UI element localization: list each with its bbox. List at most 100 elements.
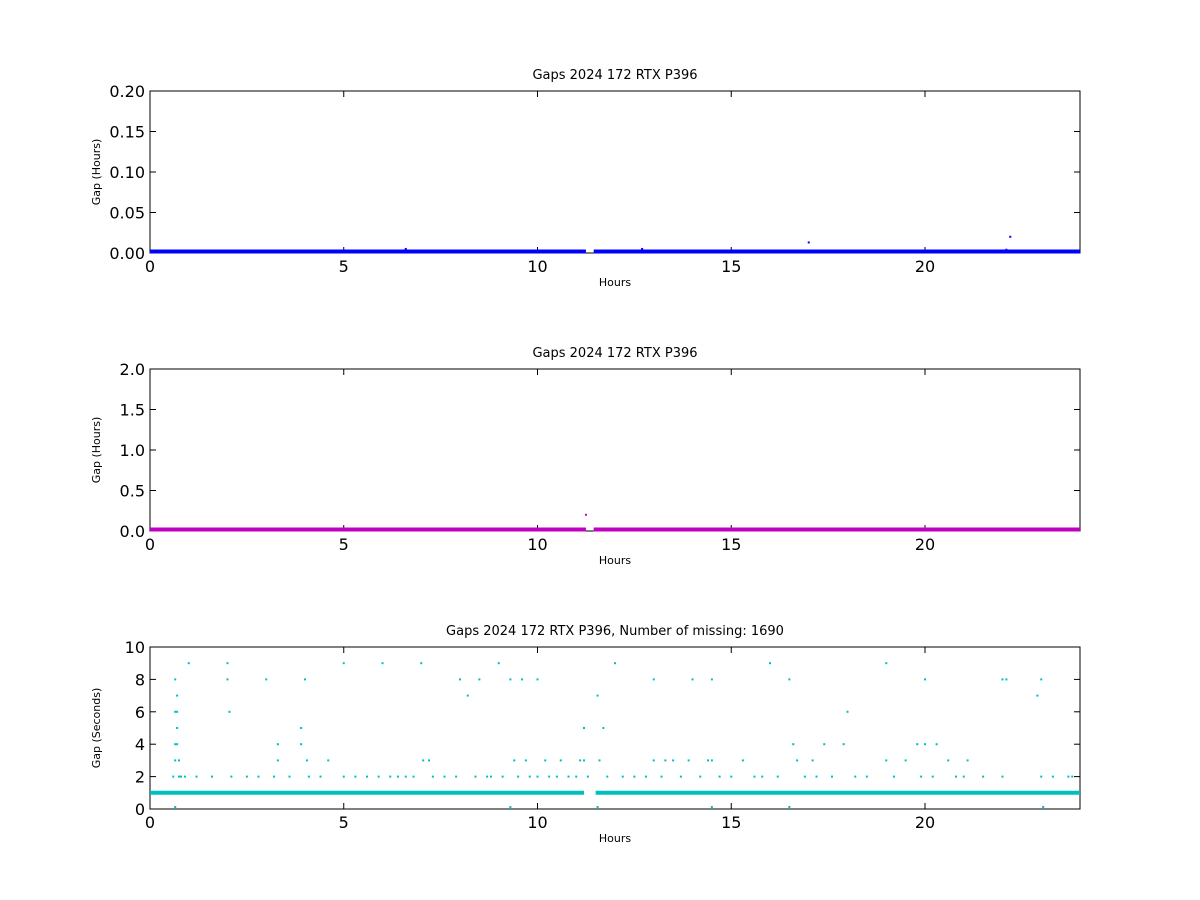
y-tick-label: 0.10	[109, 163, 145, 182]
data-point	[916, 743, 919, 746]
data-point	[788, 678, 791, 681]
data-point	[718, 775, 721, 778]
data-point	[228, 710, 231, 713]
data-point	[865, 775, 868, 778]
plot-frame	[149, 90, 1081, 254]
data-point	[962, 775, 965, 778]
data-point	[180, 775, 182, 778]
data-point	[641, 247, 644, 250]
y-tick-label: 1.5	[120, 401, 145, 420]
data-point	[1071, 775, 1074, 778]
data-point	[381, 250, 384, 252]
chart-panel-2: Gaps 2024 172 RTX P396 Hours Gap (Hours) 0 5…	[90, 346, 1081, 567]
data-point	[490, 775, 492, 778]
data-point	[924, 250, 926, 252]
data-point	[226, 250, 229, 252]
x-tick-label: 15	[721, 813, 741, 832]
y-tick-label: 0	[135, 800, 145, 819]
data-point	[466, 694, 469, 697]
data-point	[178, 759, 181, 762]
data-point	[548, 775, 551, 778]
data-point	[955, 775, 957, 778]
data-point	[1040, 678, 1043, 681]
data-point	[431, 775, 434, 778]
data-point	[509, 678, 512, 681]
data-point	[174, 710, 177, 713]
data-point	[645, 775, 647, 778]
data-point	[422, 759, 425, 762]
data-point	[664, 759, 667, 762]
data-point	[633, 775, 636, 778]
data-point	[420, 250, 423, 252]
data-point	[226, 678, 229, 681]
chart-title: Gaps 2024 172 RTX P396, Number of missin…	[446, 624, 784, 639]
data-point	[342, 662, 345, 665]
data-point	[245, 775, 248, 778]
y-tick-label: 0.0	[120, 522, 145, 541]
data-point	[583, 727, 585, 729]
data-point	[575, 775, 578, 778]
data-point	[598, 759, 601, 762]
data-point	[478, 678, 481, 681]
x-tick-label: 10	[527, 257, 547, 276]
data-point	[276, 743, 279, 746]
y-tick-label: 8	[135, 670, 145, 689]
data-point	[710, 759, 713, 762]
data-point	[176, 743, 179, 746]
x-tick-label: 0	[145, 535, 155, 554]
data-point	[586, 775, 589, 778]
data-point	[924, 743, 926, 746]
data-point	[710, 678, 713, 681]
data-point	[796, 759, 799, 762]
data-point	[807, 241, 810, 244]
x-tick-label: 20	[915, 535, 935, 554]
data-point	[885, 759, 888, 762]
data-point	[982, 775, 985, 778]
data-point	[707, 759, 709, 762]
data-point	[257, 775, 260, 778]
data-point	[741, 759, 744, 762]
data-point	[536, 775, 539, 778]
chart-panel-1: Gaps 2024 172 RTX P396 Hours Gap (Hours) 0 5…	[90, 68, 1081, 289]
y-tick-label: 0.05	[109, 204, 145, 223]
data-point	[1001, 678, 1004, 681]
data-point	[459, 678, 461, 681]
y-tick-label: 1.0	[120, 441, 145, 460]
data-point	[730, 775, 733, 778]
x-tick-label: 0	[145, 257, 155, 276]
data-point	[187, 662, 190, 665]
data-point	[176, 710, 179, 713]
data-point	[823, 743, 826, 746]
data-point	[420, 662, 423, 665]
data-point	[443, 775, 446, 778]
data-point	[497, 250, 500, 252]
data-point	[687, 759, 690, 762]
data-point	[474, 775, 477, 778]
data-point	[846, 710, 849, 713]
data-point	[1042, 806, 1045, 808]
x-axis-label: Hours	[599, 832, 631, 845]
x-axis-label: Hours	[599, 554, 631, 567]
data-point	[811, 759, 814, 762]
data-point	[404, 775, 407, 778]
data-point	[304, 678, 306, 681]
data-point	[230, 775, 233, 778]
data-point	[584, 513, 587, 516]
x-tick-label: 0	[145, 813, 155, 832]
data-point	[1040, 250, 1043, 252]
data-point	[614, 250, 616, 252]
data-point	[769, 662, 771, 665]
data-point	[947, 759, 950, 762]
chart-panel-3: Gaps 2024 172 RTX P396, Number of missin…	[90, 624, 1081, 845]
data-point	[885, 662, 888, 665]
data-point	[691, 250, 694, 252]
x-tick-label: 15	[721, 257, 741, 276]
x-tick-label: 5	[339, 257, 349, 276]
data-point	[211, 775, 213, 778]
data-point	[478, 250, 481, 252]
data-point	[672, 759, 675, 762]
data-point	[935, 743, 938, 746]
data-point	[931, 775, 934, 778]
data-point	[776, 775, 779, 778]
data-point	[679, 775, 682, 778]
